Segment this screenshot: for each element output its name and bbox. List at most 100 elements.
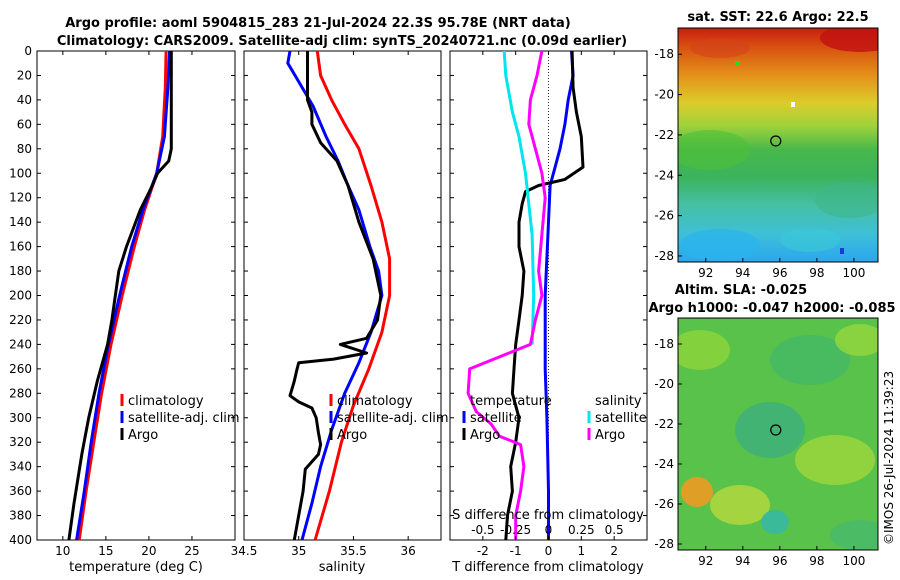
sla-map [678, 318, 878, 550]
x-tick-label: -1 [510, 544, 522, 558]
x-tick-label: 34.5 [231, 544, 258, 558]
sst-map [678, 28, 878, 262]
series-line-s-satellite [502, 50, 536, 345]
series-line-t-argo [504, 50, 585, 541]
temperature-legend: climatology satellite-adj. clim Argo [120, 394, 240, 443]
map-x-tick-label: 98 [809, 554, 824, 568]
top-tick-label: 0.25 [568, 523, 595, 537]
sst-pixel [840, 248, 844, 254]
x-tick-label: 1 [578, 544, 586, 558]
map-y-tick-label: -20 [654, 88, 674, 102]
legend-temperature: temperature [470, 394, 552, 409]
salinity-xlabel: salinity [319, 560, 366, 575]
map-y-tick-label: -26 [654, 497, 674, 511]
y-tick-label: 320 [9, 435, 32, 449]
series-line-argo [67, 51, 173, 541]
sst-green-patch [678, 130, 750, 170]
map-y-tick-label: -26 [654, 209, 674, 223]
map-y-tick-label: -18 [654, 47, 674, 61]
y-tick-label: 80 [17, 142, 32, 156]
y-tick-label: 240 [9, 337, 32, 351]
x-tick-label: 25 [184, 544, 199, 558]
legend-s-satellite: satellite [595, 411, 647, 426]
axis-ticks: 10 15 20 2502040608010012014016018020022024… [9, 44, 647, 558]
legend-t-satellite: satellite [470, 411, 522, 426]
imos-credit: ©IMOS 26-Jul-2024 11:39:23 [882, 371, 896, 545]
y-tick-label: 280 [9, 386, 32, 400]
x-tick-label: 2 [610, 544, 618, 558]
figure-title-line2: Climatology: CARS2009. Satellite-adj cli… [57, 34, 627, 49]
sla-high-patch [795, 435, 875, 485]
x-tick-label: 36 [401, 544, 416, 558]
sla-map-ticks: 92 94 96 98 100 -18 -20 -22 -24 -26 -28 [654, 337, 865, 568]
y-tick-label: 40 [17, 93, 32, 107]
sla-low-patch [735, 402, 805, 458]
top-tick-label: -0.5 [471, 523, 494, 537]
y-tick-label: 60 [17, 117, 32, 131]
y-tick-label: 260 [9, 362, 32, 376]
temperature-plot [67, 50, 173, 541]
legend-satellite: satellite-adj. clim [337, 411, 449, 426]
legend-argo: Argo [337, 428, 367, 443]
series-line-climatology [77, 50, 168, 541]
sla-map-subtitle: Argo h1000: -0.047 h2000: -0.085 [648, 301, 895, 316]
series-line-argo [288, 51, 383, 541]
sla-high-patch [710, 485, 770, 525]
y-tick-label: 120 [9, 191, 32, 205]
x-tick-label: 20 [141, 544, 156, 558]
top-tick-label: -0.25 [500, 523, 531, 537]
sst-pixel [735, 61, 740, 66]
x-tick-label: 0 [545, 544, 553, 558]
map-x-tick-label: 92 [698, 554, 713, 568]
map-y-tick-label: -28 [654, 537, 674, 551]
temperature-axes [36, 50, 236, 541]
difference-legend-salinity: salinity satellite Argo [587, 394, 647, 443]
sla-peak-patch [681, 477, 713, 507]
y-tick-label: 300 [9, 411, 32, 425]
sst-map-title: sat. SST: 22.6 Argo: 22.5 [687, 10, 868, 25]
x-tick-label: -2 [477, 544, 489, 558]
map-x-tick-label: 94 [735, 266, 750, 280]
y-tick-label: 200 [9, 289, 32, 303]
salinity-plot [286, 50, 392, 541]
y-tick-label: 180 [9, 264, 32, 278]
map-x-tick-label: 96 [772, 554, 787, 568]
map-y-tick-label: -22 [654, 417, 674, 431]
temperature-xlabel: temperature (deg C) [69, 560, 203, 575]
difference-top-label: S difference from climatology [452, 508, 644, 523]
y-tick-label: 20 [17, 68, 32, 82]
difference-xlabel: T difference from climatology [451, 560, 644, 575]
figure-title-line1: Argo profile: aoml 5904815_283 21-Jul-20… [65, 16, 571, 31]
y-tick-label: 160 [9, 240, 32, 254]
map-y-tick-label: -24 [654, 168, 674, 182]
sla-map-title: Altim. SLA: -0.025 [675, 283, 807, 298]
top-tick-label: 0 [545, 523, 553, 537]
legend-t-argo: Argo [470, 428, 500, 443]
x-tick-label: 10 [55, 544, 70, 558]
y-tick-label: 0 [24, 44, 32, 58]
x-tick-label: 35 [291, 544, 306, 558]
sst-green-patch [815, 182, 878, 218]
y-tick-label: 140 [9, 215, 32, 229]
y-tick-label: 340 [9, 460, 32, 474]
sla-map-frame [677, 317, 879, 551]
map-y-tick-label: -18 [654, 337, 674, 351]
map-x-tick-label: 98 [809, 266, 824, 280]
legend-argo: Argo [128, 428, 158, 443]
legend-salinity: salinity [595, 394, 642, 409]
map-x-tick-label: 100 [842, 266, 865, 280]
sla-low-patch [770, 335, 850, 385]
legend-climatology: climatology [128, 394, 204, 409]
map-y-tick-label: -20 [654, 377, 674, 391]
map-x-tick-label: 100 [842, 554, 865, 568]
sla-low-patch [761, 510, 789, 534]
map-y-tick-label: -24 [654, 457, 674, 471]
series-line-climatology [313, 50, 392, 541]
sst-warm-patch [690, 38, 750, 58]
y-tick-label: 380 [9, 509, 32, 523]
argo-location-marker [770, 135, 782, 147]
sst-warm-patch [820, 28, 878, 52]
x-tick-label: 35.5 [340, 544, 367, 558]
sst-missing-pixel [791, 102, 795, 107]
